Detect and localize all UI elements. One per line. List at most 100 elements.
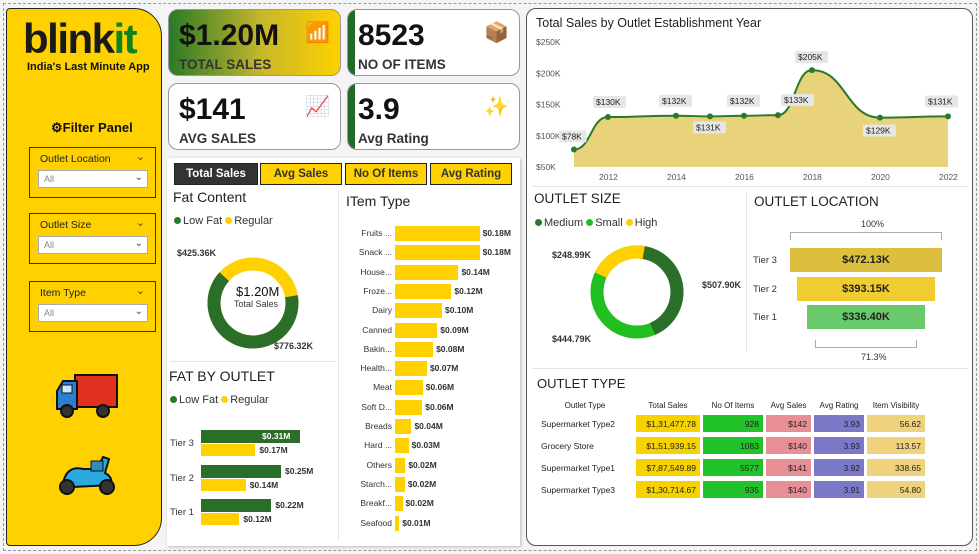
data-label-bg [593, 96, 626, 108]
table-header-cell[interactable]: Item Visibility [872, 401, 920, 410]
item-type-row: Froze... $0.12M [345, 283, 525, 300]
item-type-bar [395, 303, 442, 319]
item-type-value: $0.02M [405, 498, 434, 509]
y-tick-label: $250K [536, 37, 561, 47]
item-type-row: Health... $0.07M [345, 361, 525, 377]
item-type-row: Meat $0.06M [345, 380, 525, 396]
item-type-bar [395, 380, 423, 396]
item-type-bar [395, 399, 423, 415]
donut-center-value: $1.20M [236, 284, 280, 299]
table-header-cell[interactable]: Avg Sales [770, 401, 807, 410]
item-type-name: Health... [360, 363, 392, 374]
table-cell: $7,87,549.89 [636, 459, 700, 476]
y-tick-label: $150K [536, 100, 561, 110]
item-type-value: $0.12M [454, 285, 483, 296]
item-type-value: $0.07M [429, 363, 459, 374]
x-tick-label: 2022 [939, 172, 958, 182]
item-type-row: Dairy $0.10M [345, 303, 525, 319]
item-type-value: $0.10M [445, 305, 474, 316]
outlet-size-select[interactable]: All ⌄ [38, 236, 148, 254]
fat-outlet-tier-label: Tier 3 [170, 438, 194, 449]
fat-outlet-regular-bar [201, 444, 256, 456]
tab-avg-sales[interactable]: Avg Sales [260, 163, 342, 185]
table-header-cell[interactable]: No Of Items [711, 401, 755, 410]
item-type-row: Starch... $0.02M [345, 476, 525, 493]
table-header-cell[interactable]: Avg Rating [819, 401, 859, 410]
table-header-cell[interactable]: Total Sales [648, 401, 688, 410]
y-tick-label: $100K [536, 131, 561, 141]
item-type-value: $0.04M [414, 421, 443, 431]
fat-outlet-tier-label: Tier 1 [170, 507, 194, 518]
tab-total-sales[interactable]: Total Sales [174, 163, 258, 185]
tab-no-of-items[interactable]: No Of Items [345, 163, 427, 185]
fat-by-outlet-title: FAT BY OUTLET [169, 368, 275, 384]
regular-value-label: $425.36K [177, 248, 217, 258]
area-point [809, 67, 815, 74]
scooter-icon [59, 455, 115, 495]
outlet-location-filter[interactable]: Outlet Location ⌄ All ⌄ [29, 147, 156, 198]
tab-avg-rating[interactable]: Avg Rating [430, 163, 512, 185]
fat-outlet-lowfat-label: $0.31M [262, 431, 291, 441]
table-cell: 3.92 [814, 459, 864, 476]
table-cell: 1083 [703, 437, 763, 454]
item-type-name: Meat [373, 382, 392, 393]
item-type-value: $0.06M [425, 382, 455, 393]
item-type-name: Breakf... [360, 498, 392, 509]
item-type-row: Others $0.02M [345, 457, 525, 474]
funnel-tier-label: Tier 1 [753, 312, 777, 323]
item-type-name: Snack ... [358, 247, 392, 258]
table-cell: Supermarket Type3 [541, 484, 616, 495]
stars-icon: ✨ [484, 96, 509, 118]
brand-tagline: India's Last Minute App [27, 61, 150, 73]
table-row: Grocery Store $1,51,939.15 1083 $140 3.93 113… [537, 437, 925, 454]
item-type-bar [395, 361, 427, 377]
item-type-name: Fruits ... [361, 228, 392, 238]
item-type-name: Canned [362, 324, 392, 335]
item-type-name: Soft D... [361, 401, 392, 412]
item-type-bar [395, 322, 438, 338]
table-cell: 54.80 [867, 481, 925, 498]
area-point [605, 114, 611, 120]
area-point [945, 113, 951, 120]
item-type-bar [395, 476, 405, 492]
funnel-bar: $393.15K [797, 277, 935, 301]
truck-icon [56, 374, 118, 418]
donut-center-label: Total Sales [234, 299, 279, 309]
boxes-icon: 📦 [484, 22, 509, 44]
data-label: $78K [562, 132, 582, 142]
table-header-cell[interactable]: Outlet Type [564, 401, 606, 410]
outlet-size-legend: Medium Small High [535, 217, 657, 229]
data-label: $205K [798, 52, 823, 62]
item-type-row: Canned $0.09M [345, 322, 525, 339]
table-cell: 113.57 [867, 437, 925, 454]
item-type-bar [395, 515, 400, 531]
item-type-filter[interactable]: Item Type ⌄ All ⌄ [29, 281, 156, 332]
table-cell: $140 [766, 437, 811, 454]
funnel-bottom-pct: 71.3% [861, 352, 887, 362]
x-tick-label: 2012 [599, 172, 618, 182]
data-label: $131K [696, 122, 721, 132]
kpi-avg-sales: $141 AVG SALES 📈 [168, 83, 341, 150]
outlet-size-filter[interactable]: Outlet Size ⌄ All ⌄ [29, 213, 156, 264]
table-cell: 928 [703, 415, 763, 432]
donut-lowfat-slice [207, 257, 299, 349]
data-label-bg [781, 94, 814, 107]
item-type-name: Others [366, 459, 392, 470]
item-type-value: $0.06M [425, 401, 454, 412]
item-type-value: $0.14M [461, 266, 490, 277]
kpi-total-sales: $1.20M TOTAL SALES 📶 [168, 9, 341, 76]
data-label: $131K [928, 96, 953, 106]
filter-sidebar: blinkit India's Last Minute App ⚙Filter … [6, 8, 162, 546]
item-type-value: $0.09M [440, 324, 469, 335]
fat-content-legend: Low Fat Regular [174, 215, 273, 227]
outlet-location-select[interactable]: All ⌄ [38, 170, 148, 188]
table-cell: $1,31,477.78 [636, 415, 700, 432]
chevron-down-icon: ⌄ [135, 217, 145, 229]
outlet-type-table: Outlet Type Total Sales No Of Items Avg Sal… [534, 396, 928, 503]
funnel-bar: $336.40K [807, 305, 925, 329]
x-tick-label: 2020 [871, 172, 890, 182]
data-label-bg [795, 51, 828, 64]
item-type-row: Seafood $0.01M [345, 515, 525, 532]
table-cell: 935 [703, 481, 763, 498]
item-type-select[interactable]: All ⌄ [38, 304, 148, 322]
